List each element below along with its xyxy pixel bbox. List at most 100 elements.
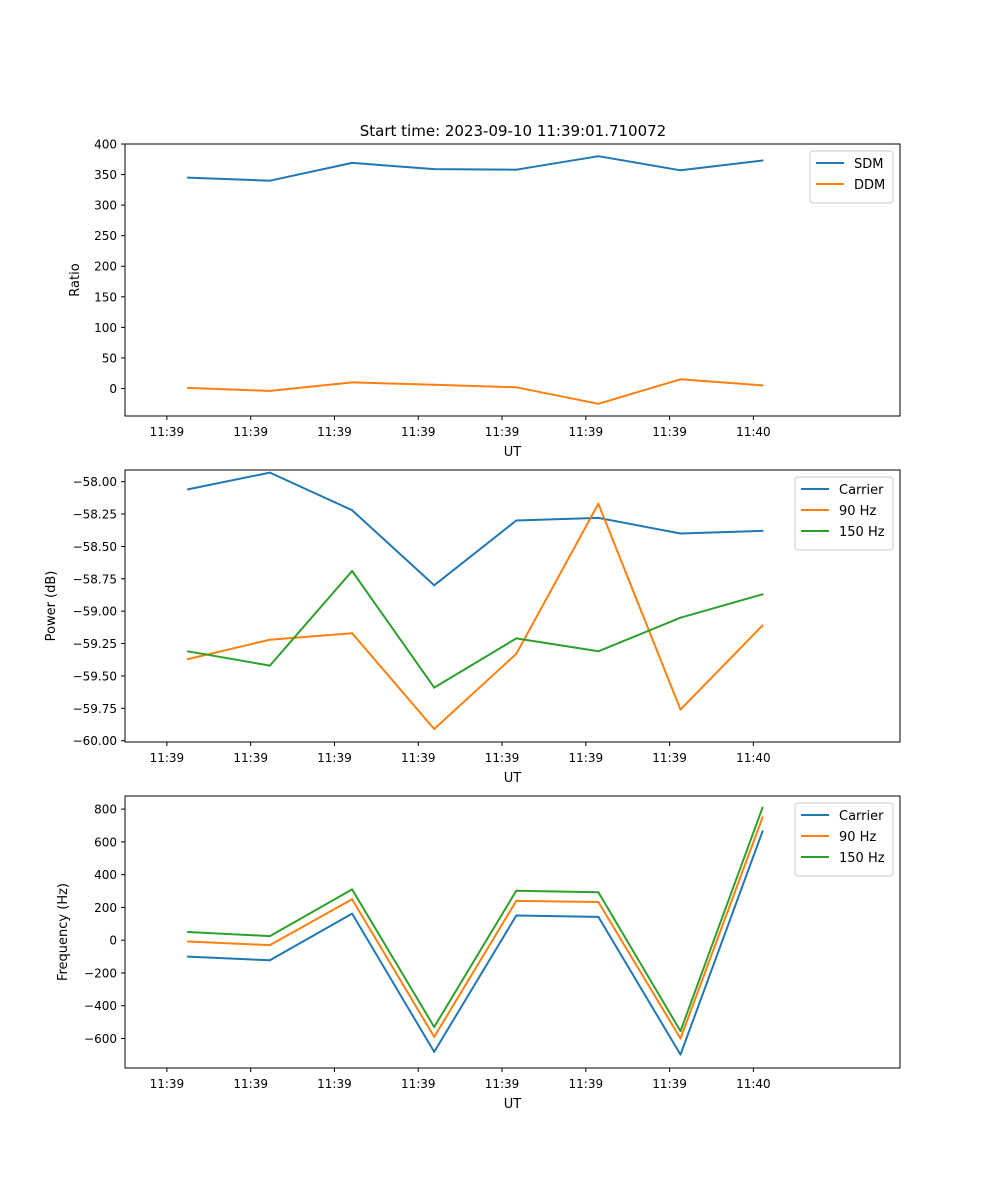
y-tick-label: 300 [94,199,117,213]
x-tick-label: 11:39 [150,1077,185,1091]
data-point [186,386,189,389]
data-point [679,1030,682,1033]
y-tick-label: −59.75 [73,702,117,716]
x-tick-label: 11:39 [485,1077,520,1091]
legend-label: SDM [854,157,883,172]
data-point [597,502,600,505]
legend-label: Carrier [839,483,884,498]
x-tick-label: 11:39 [401,751,436,765]
y-tick-label: 400 [94,868,117,882]
data-point [515,637,518,640]
data-point [351,509,354,512]
axes-frame [124,143,901,417]
y-tick-label: −59.00 [73,605,117,619]
data-point [761,830,764,833]
data-point [433,728,436,731]
data-point [268,471,271,474]
y-axis-label: Ratio [68,263,83,296]
axes-frame [124,469,901,743]
x-tick-label: 11:39 [485,751,520,765]
x-tick-label: 11:39 [652,425,687,439]
data-point [433,383,436,386]
y-tick-label: 600 [94,835,117,849]
x-tick-label: 11:39 [233,751,268,765]
data-point [186,931,189,933]
data-point [761,624,764,627]
y-tick-label: 0 [109,382,117,396]
y-tick-label: 50 [102,351,117,365]
y-tick-label: −58.00 [73,475,117,489]
data-point [679,616,682,619]
data-point [761,529,764,532]
x-axis-label: UT [504,1097,522,1112]
data-point [351,898,354,901]
data-point [433,168,436,171]
data-point [761,384,764,387]
legend-label: 90 Hz [839,504,876,519]
y-tick-label: 400 [94,138,117,152]
data-point [268,179,271,182]
y-tick-label: 200 [94,260,117,274]
y-tick-label: −60.00 [73,734,117,748]
x-tick-label: 11:39 [233,1077,268,1091]
x-tick-label: 11:39 [401,1077,436,1091]
y-tick-label: −58.75 [73,572,117,586]
series-line-90-hz [187,502,764,730]
data-point [679,169,682,172]
data-point [515,889,518,892]
x-tick-label: 11:39 [317,425,352,439]
x-tick-label: 11:40 [736,1077,771,1091]
y-tick-label: 200 [94,901,117,915]
data-point [679,708,682,711]
legend-label: DDM [854,178,885,193]
data-point [351,381,354,384]
y-tick-label: 250 [94,229,117,243]
y-tick-label: −58.25 [73,508,117,522]
data-point [268,664,271,667]
data-point [679,1037,682,1040]
data-point [433,584,436,587]
data-point [268,944,271,947]
y-axis-label: Power (dB) [44,571,59,642]
y-tick-label: 350 [94,168,117,182]
x-tick-label: 11:39 [401,425,436,439]
data-point [186,940,189,943]
x-tick-label: 11:39 [150,751,185,765]
data-point [186,658,189,661]
chart-panel-2: 11:39 11:39 11:39 11:39 11:39 11:39 11:39 11:40… [44,469,901,786]
y-tick-label: −59.25 [73,637,117,651]
x-tick-label: 11:39 [485,425,520,439]
y-tick-label: −58.50 [73,540,117,554]
data-point [515,914,518,917]
legend: Carrier 90 Hz 150 Hz [794,476,894,551]
data-point [597,402,600,405]
data-point [268,389,271,392]
data-point [351,570,354,573]
data-point [515,386,518,389]
data-point [186,955,189,958]
data-point [515,652,518,655]
y-tick-label: −59.50 [73,669,117,683]
data-point [597,155,600,158]
series-line-150-hz [187,807,764,1033]
data-point [268,959,271,962]
data-point [679,378,682,381]
series-line-ddm [187,378,763,405]
data-point [597,915,600,918]
data-point [186,176,189,179]
data-point [186,488,189,491]
data-point [433,686,436,689]
x-tick-label: 11:39 [652,751,687,765]
series-line-sdm [187,155,763,182]
x-tick-label: 11:39 [150,425,185,439]
chart-panel-1: 11:39 11:39 11:39 11:39 11:39 11:39 11:39 11:40… [68,138,901,460]
data-point [679,532,682,535]
data-point [679,1053,682,1056]
data-point [761,806,764,809]
data-point [433,1050,436,1053]
series-line-150-hz [187,570,763,689]
series-line-carrier [187,471,763,587]
series-line-carrier [187,830,764,1056]
data-point [268,638,271,641]
y-tick-label: 150 [94,290,117,304]
